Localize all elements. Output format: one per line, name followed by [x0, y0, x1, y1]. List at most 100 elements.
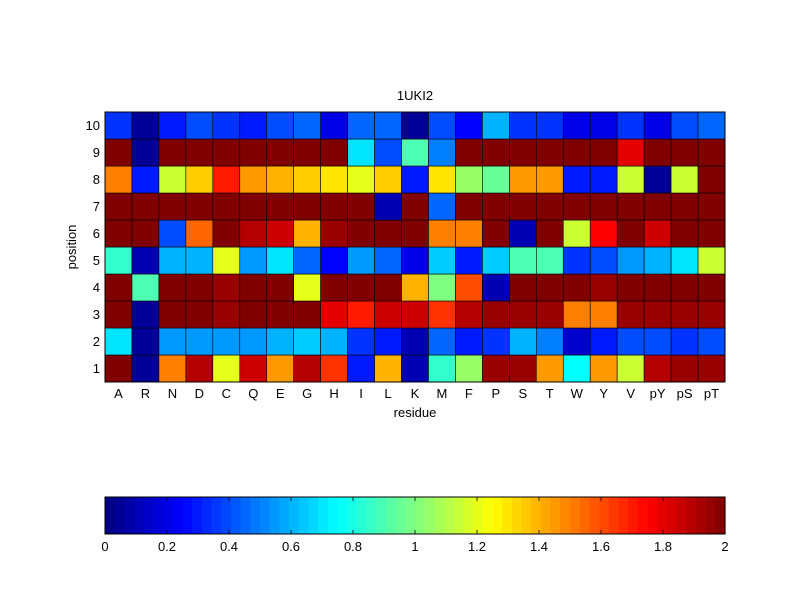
- heatmap-cell: [374, 300, 402, 329]
- x-tick-label: P: [492, 386, 501, 401]
- heatmap-cell: [293, 327, 321, 356]
- heatmap-cell: [697, 138, 726, 167]
- colorbar-swatch: [366, 497, 377, 534]
- heatmap-cell: [212, 273, 241, 302]
- y-tick-label: 9: [93, 145, 100, 160]
- x-tick-label: S: [518, 386, 527, 401]
- heatmap-cell: [401, 246, 429, 275]
- heatmap-cell: [428, 354, 456, 383]
- x-tick-label: W: [571, 386, 584, 401]
- heatmap-cell: [347, 300, 375, 329]
- heatmap-cell: [401, 273, 429, 302]
- colorbar-swatch: [550, 497, 561, 534]
- heatmap-cell: [455, 273, 483, 302]
- colorbar-tick-label: 1.6: [592, 539, 610, 554]
- heatmap-cell: [212, 192, 241, 221]
- heatmap-cell: [401, 300, 429, 329]
- heatmap-cell: [670, 138, 699, 167]
- heatmap-cell: [158, 138, 187, 167]
- x-tick-label: C: [222, 386, 231, 401]
- heatmap-cell: [589, 111, 618, 140]
- heatmap-cell: [589, 165, 618, 194]
- heatmap-cell: [320, 300, 348, 329]
- heatmap-cell: [589, 246, 618, 275]
- heatmap-cell: [482, 165, 510, 194]
- heatmap-cell: [104, 138, 133, 167]
- heatmap-cell: [239, 111, 268, 140]
- heatmap-cell: [104, 165, 133, 194]
- colorbar-swatch: [289, 497, 300, 534]
- heatmap-cell: [401, 165, 429, 194]
- heatmap-cell: [643, 300, 672, 329]
- heatmap-cell: [347, 219, 375, 248]
- colorbar-swatch: [521, 497, 532, 534]
- heatmap-cell: [320, 354, 348, 383]
- heatmap-cell: [589, 273, 618, 302]
- heatmap-cell: [697, 327, 726, 356]
- colorbar: [105, 497, 726, 534]
- heatmap-cell: [428, 138, 456, 167]
- colorbar-tick-label: 1.4: [530, 539, 548, 554]
- colorbar-tick-label: 1.8: [654, 539, 672, 554]
- heatmap-cell: [589, 354, 618, 383]
- colorbar-swatch: [143, 497, 155, 534]
- colorbar-swatch: [531, 497, 542, 534]
- heatmap-cell: [616, 246, 645, 275]
- heatmap-cell: [212, 327, 241, 356]
- heatmap-cell: [131, 246, 160, 275]
- heatmap-cell: [643, 192, 672, 221]
- heatmap-cell: [643, 111, 672, 140]
- heatmap-cell: [616, 219, 645, 248]
- x-tick-label: N: [168, 386, 177, 401]
- heatmap-cell: [185, 219, 214, 248]
- heatmap-cell: [131, 165, 160, 194]
- colorbar-tick-label: 1: [411, 539, 418, 554]
- heatmap-cell: [293, 354, 321, 383]
- colorbar-swatch: [395, 497, 406, 534]
- x-tick-label: K: [411, 386, 420, 401]
- heatmap-cell: [104, 300, 133, 329]
- heatmap-cell: [616, 138, 645, 167]
- colorbar-swatch: [657, 497, 668, 534]
- heatmap-cell: [320, 273, 348, 302]
- x-tick-label: V: [626, 386, 635, 401]
- colorbar-swatch: [318, 497, 329, 534]
- x-tick-label: pY: [650, 386, 666, 401]
- heatmap-cell: [293, 165, 321, 194]
- heatmap-cell: [347, 165, 375, 194]
- heatmap-cell: [131, 273, 160, 302]
- colorbar-swatch: [579, 497, 590, 534]
- x-tick-label: R: [141, 386, 150, 401]
- heatmap-cell: [104, 192, 133, 221]
- heatmap-cell: [643, 246, 672, 275]
- colorbar-swatch: [715, 497, 726, 534]
- heatmap-cell: [482, 138, 510, 167]
- colorbar-swatch: [560, 497, 571, 534]
- plot-frame: [104, 111, 726, 383]
- heatmap-cell: [643, 273, 672, 302]
- heatmap-cells: [104, 111, 726, 383]
- heatmap-cell: [347, 327, 375, 356]
- heatmap-cell: [697, 354, 726, 383]
- colorbar-swatch: [153, 497, 164, 534]
- heatmap-cell: [374, 327, 402, 356]
- colorbar-swatch: [163, 497, 174, 534]
- heatmap-cell: [212, 354, 241, 383]
- heatmap-cell: [320, 138, 348, 167]
- x-tick-label: H: [329, 386, 338, 401]
- heatmap-cell: [266, 192, 294, 221]
- heatmap-cell: [455, 219, 483, 248]
- heatmap-cell: [536, 246, 564, 275]
- colorbar-swatch: [124, 497, 135, 534]
- heatmap-cell: [589, 300, 618, 329]
- colorbar-swatch: [327, 497, 339, 534]
- heatmap-cell: [482, 111, 510, 140]
- heatmap-cell: [697, 111, 726, 140]
- heatmap-cell: [482, 273, 510, 302]
- heatmap-cell: [158, 165, 187, 194]
- y-tick-label: 6: [93, 226, 100, 241]
- colorbar-swatch: [686, 497, 697, 534]
- heatmap-cell: [347, 246, 375, 275]
- colorbar-swatch: [434, 497, 445, 534]
